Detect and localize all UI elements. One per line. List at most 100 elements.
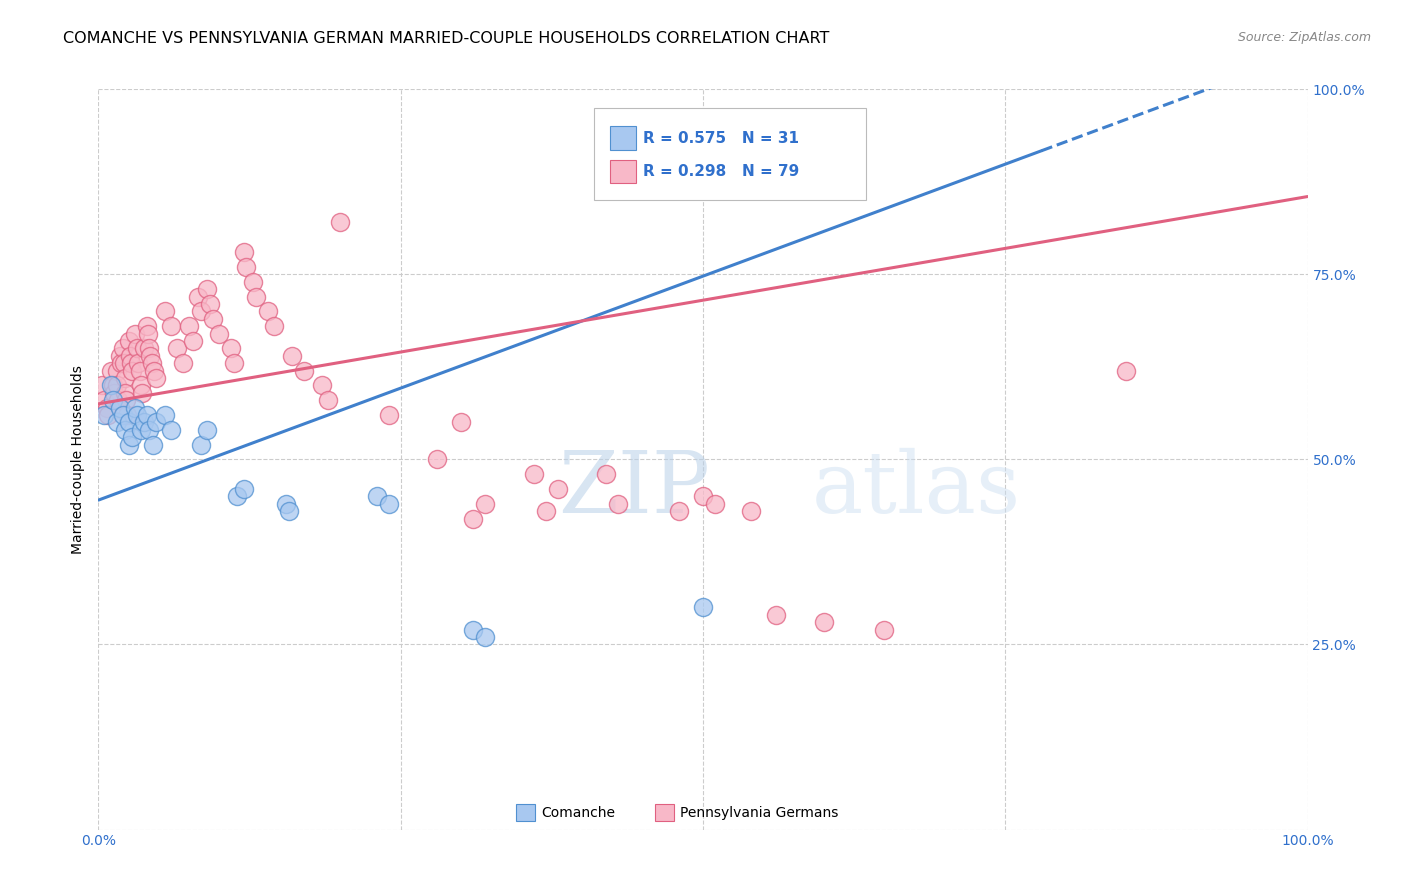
Text: Comanche: Comanche: [541, 805, 614, 820]
Point: [329, 215, 352, 229]
Point: [813, 615, 835, 630]
Point: [222, 356, 245, 370]
Point: [115, 393, 138, 408]
Point: [134, 341, 156, 355]
Point: [110, 356, 132, 370]
Point: [377, 497, 399, 511]
Point: [202, 311, 225, 326]
Point: [135, 408, 157, 422]
Point: [118, 349, 141, 363]
Point: [316, 393, 339, 408]
Text: ZIP: ZIP: [558, 448, 710, 531]
Text: COMANCHE VS PENNSYLVANIA GERMAN MARRIED-COUPLE HOUSEHOLDS CORRELATION CHART: COMANCHE VS PENNSYLVANIA GERMAN MARRIED-…: [63, 31, 830, 46]
FancyBboxPatch shape: [595, 108, 866, 201]
Point: [226, 489, 249, 503]
Point: [160, 423, 183, 437]
Point: [274, 497, 297, 511]
Point: [114, 423, 136, 437]
Point: [142, 437, 165, 451]
Point: [208, 326, 231, 341]
Point: [153, 304, 176, 318]
Point: [127, 341, 149, 355]
Point: [668, 504, 690, 518]
Point: [426, 452, 449, 467]
Point: [103, 385, 125, 400]
FancyBboxPatch shape: [655, 805, 673, 821]
Point: [235, 260, 257, 274]
Point: [1115, 363, 1137, 377]
Point: [242, 275, 264, 289]
Point: [311, 378, 333, 392]
Point: [607, 497, 630, 511]
Point: [187, 289, 209, 303]
Point: [127, 408, 149, 422]
Point: [101, 393, 124, 408]
Point: [135, 319, 157, 334]
Point: [181, 334, 204, 348]
Point: [765, 607, 787, 622]
Point: [190, 304, 212, 318]
Point: [108, 349, 131, 363]
Point: [145, 371, 167, 385]
Point: [366, 489, 388, 503]
Point: [114, 371, 136, 385]
Point: [96, 401, 118, 415]
Point: [97, 408, 120, 422]
Point: [256, 304, 278, 318]
Point: [108, 401, 131, 415]
Text: Source: ZipAtlas.com: Source: ZipAtlas.com: [1237, 31, 1371, 45]
Point: [120, 356, 142, 370]
Point: [114, 385, 136, 400]
Point: [278, 504, 301, 518]
Text: R = 0.298   N = 79: R = 0.298 N = 79: [643, 164, 799, 179]
Point: [93, 408, 115, 422]
Point: [190, 437, 212, 451]
Point: [692, 600, 714, 615]
Point: [134, 415, 156, 429]
Text: R = 0.575   N = 31: R = 0.575 N = 31: [643, 130, 799, 145]
Point: [153, 408, 176, 422]
Text: Pennsylvania Germans: Pennsylvania Germans: [681, 805, 838, 820]
Point: [450, 415, 472, 429]
Point: [129, 378, 152, 392]
FancyBboxPatch shape: [516, 805, 534, 821]
Point: [117, 408, 139, 422]
Point: [523, 467, 546, 482]
Point: [93, 393, 115, 408]
Point: [124, 326, 146, 341]
Point: [692, 489, 714, 503]
Point: [131, 385, 153, 400]
Point: [221, 341, 243, 355]
Point: [145, 415, 167, 429]
Point: [111, 408, 134, 422]
Point: [105, 415, 128, 429]
Point: [160, 319, 183, 334]
Point: [129, 423, 152, 437]
FancyBboxPatch shape: [610, 126, 637, 150]
Point: [281, 349, 304, 363]
Point: [111, 341, 134, 355]
Point: [118, 334, 141, 348]
Point: [143, 363, 166, 377]
Point: [263, 319, 285, 334]
Point: [121, 430, 143, 444]
Point: [91, 378, 114, 392]
Point: [138, 423, 160, 437]
Point: [740, 504, 762, 518]
Point: [474, 497, 496, 511]
Point: [107, 393, 129, 408]
Point: [547, 482, 569, 496]
Y-axis label: Married-couple Households: Married-couple Households: [70, 365, 84, 554]
FancyBboxPatch shape: [610, 160, 637, 183]
Point: [232, 245, 254, 260]
Point: [118, 437, 141, 451]
Point: [100, 378, 122, 392]
Point: [245, 289, 267, 303]
Point: [195, 423, 218, 437]
Point: [136, 326, 159, 341]
Point: [463, 511, 485, 525]
Point: [474, 630, 496, 644]
Point: [534, 504, 557, 518]
Point: [112, 356, 135, 370]
Point: [195, 282, 218, 296]
